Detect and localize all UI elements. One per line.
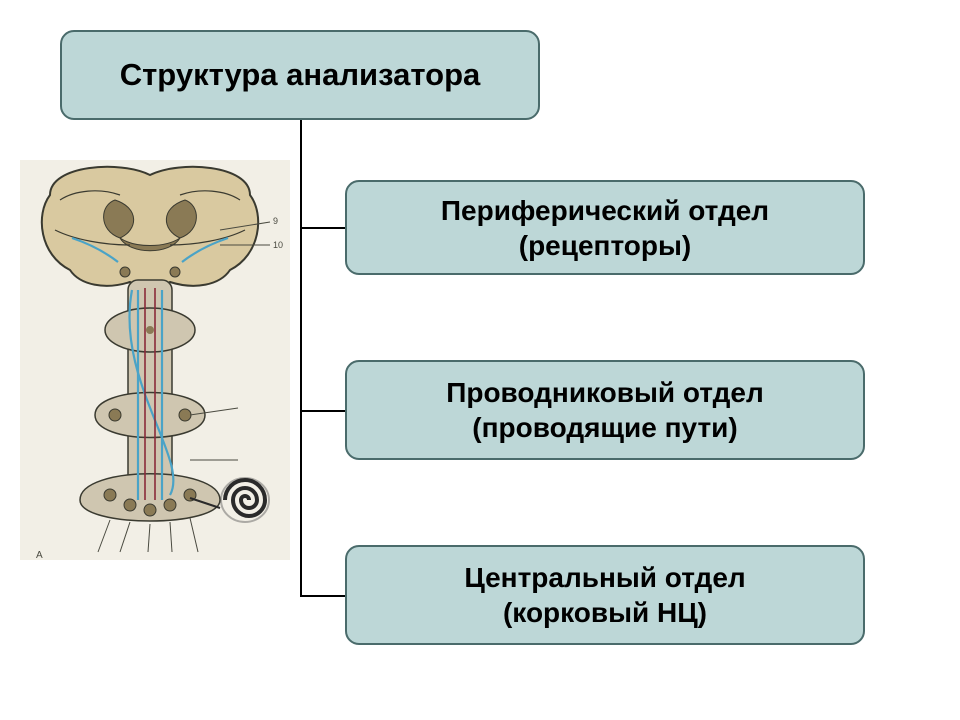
box-central-line1: Центральный отдел: [464, 560, 745, 595]
connector-trunk: [300, 120, 302, 595]
svg-text:A: A: [36, 550, 43, 560]
box-conductor-line1: Проводниковый отдел: [446, 375, 764, 410]
box-conductor: Проводниковый отдел (проводящие пути): [345, 360, 865, 460]
box-central-line2: (корковый НЦ): [464, 595, 745, 630]
title-text: Структура анализатора: [120, 56, 481, 95]
connector-branch-3: [300, 595, 345, 597]
auditory-pathway-illustration: 9 10: [20, 160, 290, 560]
connector-branch-1: [300, 227, 345, 229]
box-peripheral: Периферический отдел (рецепторы): [345, 180, 865, 275]
box-peripheral-line1: Периферический отдел: [441, 193, 769, 228]
title-box: Структура анализатора: [60, 30, 540, 120]
box-peripheral-line2: (рецепторы): [441, 228, 769, 263]
svg-text:9: 9: [273, 216, 278, 226]
box-central: Центральный отдел (корковый НЦ): [345, 545, 865, 645]
box-conductor-line2: (проводящие пути): [446, 410, 764, 445]
svg-text:10: 10: [273, 240, 283, 250]
brain-coronal-slice: [42, 167, 258, 287]
connector-branch-2: [300, 410, 345, 412]
